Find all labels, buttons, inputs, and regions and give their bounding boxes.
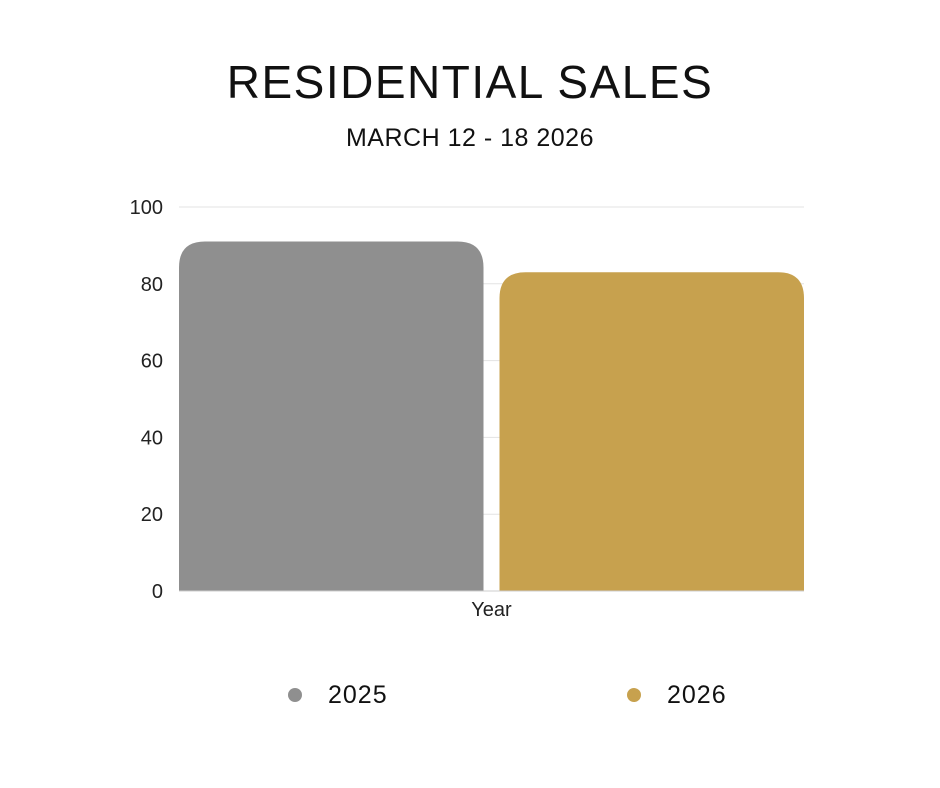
legend-label-2025: 2025 — [328, 680, 388, 709]
legend-label-2026: 2026 — [667, 680, 727, 709]
bar-2025 — [179, 241, 484, 591]
bar-2026 — [499, 272, 804, 591]
y-tick-label-0: 0 — [152, 581, 163, 603]
y-tick-label-100: 100 — [130, 197, 163, 219]
y-tick-label-60: 60 — [141, 351, 163, 373]
y-axis-ticks: 0 20 40 60 80 100 — [130, 197, 163, 603]
legend-item-2026: 2026 — [627, 678, 727, 712]
legend-marker-2025 — [288, 688, 302, 702]
y-tick-label-20: 20 — [141, 504, 163, 526]
bar-chart: 0 20 40 60 80 100 Year — [130, 197, 804, 621]
y-tick-label-40: 40 — [141, 427, 163, 449]
x-axis-label: Year — [471, 599, 512, 621]
bars — [179, 241, 804, 591]
y-tick-label-80: 80 — [141, 274, 163, 296]
chart-title: RESIDENTIAL SALES — [226, 56, 714, 108]
legend-item-2025: 2025 — [288, 678, 388, 712]
legend-marker-2026 — [627, 688, 641, 702]
chart-subtitle: MARCH 12 - 18 2026 — [345, 124, 594, 152]
